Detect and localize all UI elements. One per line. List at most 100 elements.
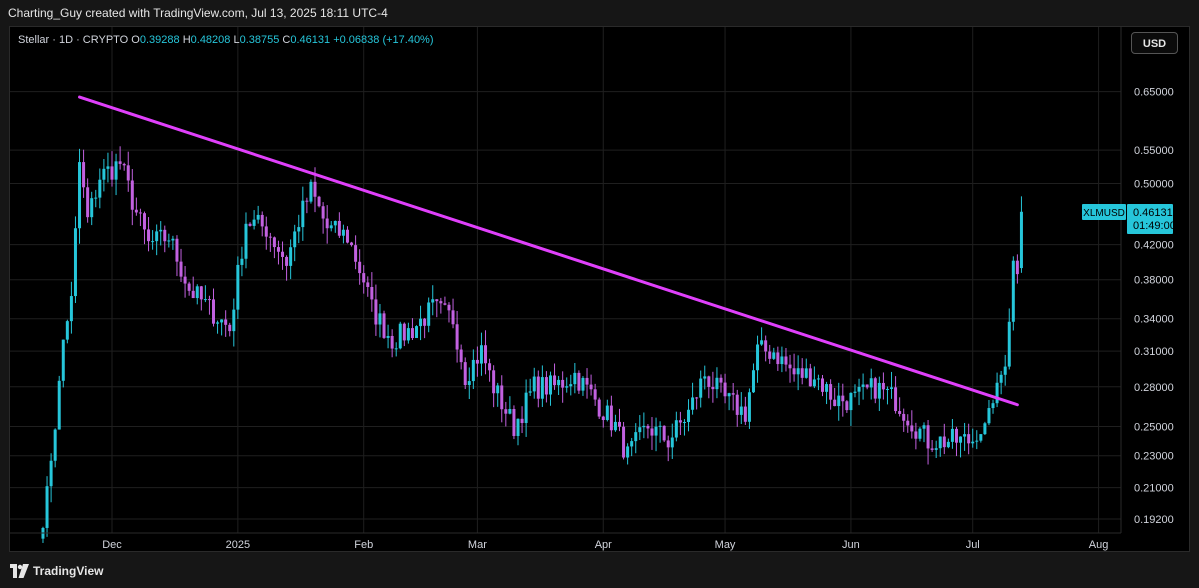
candle-body: [305, 200, 309, 202]
symbol-legend: Stellar · 1D · CRYPTO O0.39288 H0.48208 …: [18, 34, 434, 46]
candle-body: [228, 324, 232, 332]
candle-body: [650, 428, 654, 436]
candle-body: [825, 384, 829, 392]
candle-body: [837, 395, 841, 407]
candle-body: [337, 220, 341, 236]
candle-body: [163, 229, 167, 242]
candle-body: [203, 299, 207, 301]
price-tick-label: 0.23000: [1134, 451, 1174, 463]
high-label: H: [182, 34, 191, 46]
candle-body: [126, 165, 130, 181]
candle-body: [260, 214, 264, 227]
candle-body: [1019, 211, 1023, 269]
candle-body: [764, 340, 768, 352]
price-tick-label: 0.42000: [1134, 240, 1174, 252]
last-price-tag: XLMUSD 0.46131 01:49:00: [1082, 204, 1176, 234]
candle-body: [946, 441, 950, 448]
candle-body: [110, 166, 114, 180]
candle-body: [236, 264, 240, 310]
candle-body: [248, 223, 252, 226]
candle-body: [768, 351, 772, 359]
candle-body: [106, 166, 110, 169]
candle-body: [597, 399, 601, 417]
candle-body: [804, 368, 808, 378]
candle-body: [865, 384, 869, 388]
candle-body: [658, 425, 662, 427]
candle-body: [313, 181, 317, 197]
candle-body: [78, 162, 82, 229]
brand-name[interactable]: TradingView: [33, 564, 104, 578]
candle-body: [423, 318, 427, 326]
candle-body: [975, 440, 979, 442]
candle-body: [325, 218, 329, 229]
candle-body: [861, 384, 865, 387]
candle-body: [516, 418, 520, 436]
candle-body: [232, 309, 236, 332]
candle-body: [573, 372, 577, 385]
candle-body: [390, 335, 394, 349]
candle-body: [122, 163, 126, 166]
time-axis: Dec 2025 Feb Mar Apr May Jun Jul Aug: [102, 539, 1108, 551]
candle-body: [646, 425, 650, 429]
candle-body: [906, 420, 910, 426]
candle-body: [301, 200, 305, 228]
candle-body: [654, 426, 658, 436]
candlestick-chart[interactable]: 0.65000 0.55000 0.50000 0.42000 0.38000 0.340…: [10, 27, 1191, 553]
candle-body: [45, 486, 49, 528]
currency-button[interactable]: USD: [1131, 32, 1178, 54]
candle-body: [479, 345, 483, 364]
candle-body: [898, 411, 902, 414]
price-box: [1127, 204, 1173, 234]
footer-bar: TradingView: [0, 552, 1199, 588]
candle-body: [613, 421, 617, 431]
candle-body: [500, 385, 504, 410]
candle-body: [853, 391, 857, 393]
trendline: [78, 95, 1019, 407]
candle-body: [711, 386, 715, 390]
candle-body: [504, 409, 508, 414]
candle-body: [69, 296, 73, 322]
candle-body: [520, 418, 524, 424]
candle-body: [747, 392, 751, 422]
candle-body: [536, 376, 540, 399]
candle-body: [439, 301, 443, 304]
candle-body: [938, 436, 942, 449]
chart-area[interactable]: 0.65000 0.55000 0.50000 0.42000 0.38000 0.340…: [9, 26, 1190, 552]
price-tick-label: 0.50000: [1134, 179, 1174, 191]
candle-body: [674, 420, 678, 438]
candle-body: [130, 180, 134, 210]
ticker-label: XLMUSD: [1083, 208, 1125, 219]
price-tick-label: 0.28000: [1134, 382, 1174, 394]
tradingview-logo-icon[interactable]: [10, 564, 30, 578]
candle-body: [53, 429, 57, 461]
candle-body: [812, 379, 816, 387]
candle-body: [350, 242, 354, 246]
candle-body: [191, 290, 195, 299]
candle-body: [954, 428, 958, 443]
candle-body: [179, 261, 183, 277]
candle-body: [532, 376, 536, 392]
candle-body: [378, 313, 382, 325]
candle-body: [682, 422, 686, 424]
candle-body: [808, 368, 812, 387]
bar-countdown: 01:49:00: [1133, 220, 1176, 232]
candle-body: [540, 377, 544, 399]
candle-body: [719, 377, 723, 383]
candle-body: [670, 437, 674, 448]
candle-body: [877, 382, 881, 399]
candle-body: [565, 386, 569, 388]
candle-body: [216, 322, 220, 324]
time-tick-label: Dec: [102, 539, 122, 551]
low-value: 0.38755: [239, 34, 280, 46]
candle-body: [841, 395, 845, 402]
candle-body: [622, 426, 626, 458]
candle-body: [772, 352, 776, 359]
candle-body: [942, 436, 946, 448]
candle-body: [224, 319, 228, 325]
candle-body: [447, 304, 451, 311]
candle-body: [459, 349, 463, 363]
time-tick-label: Aug: [1089, 539, 1109, 551]
candle-body: [61, 339, 65, 381]
candle-body: [394, 348, 398, 350]
chart-caption: Charting_Guy created with TradingView.co…: [8, 6, 388, 20]
